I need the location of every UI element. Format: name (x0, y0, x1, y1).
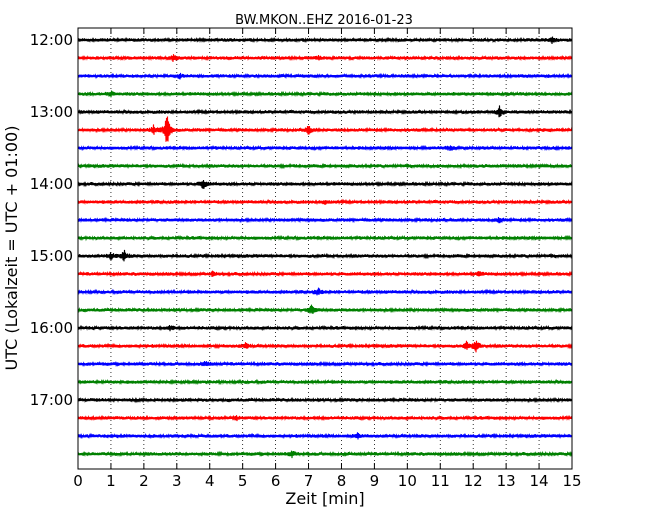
y-tick-label: 12:00 (30, 31, 73, 49)
x-axis-label: Zeit [min] (285, 489, 364, 508)
trace-1530 (77, 287, 573, 296)
trace-1645 (77, 378, 573, 386)
trace-1245 (77, 90, 573, 98)
trace-1445 (77, 234, 573, 242)
x-tick-label: 5 (238, 472, 248, 490)
vertical-grid (110, 28, 540, 469)
y-tick-label: 14:00 (30, 175, 73, 193)
trace-1200 (77, 36, 573, 45)
x-axis-ticks: 0 1 2 3 4 5 6 7 8 9 10 11 12 13 14 15 (73, 28, 582, 490)
trace-1615 (77, 340, 573, 353)
trace-1415 (77, 198, 573, 206)
trace-1545 (77, 304, 573, 314)
x-tick-label: 9 (370, 472, 380, 490)
y-axis-ticks: 12:00 13:00 14:00 15:00 16:00 17:00 (30, 31, 572, 409)
x-tick-label: 3 (172, 472, 182, 490)
trace-1745 (77, 450, 573, 459)
trace-1630 (77, 360, 573, 368)
x-tick-label: 6 (271, 472, 281, 490)
chart-title: BW.MKON..EHZ 2016-01-23 (235, 13, 413, 28)
x-tick-label: 2 (139, 472, 149, 490)
trace-1700 (77, 396, 573, 404)
trace-1315 (77, 116, 573, 142)
trace-1400 (77, 179, 573, 189)
plot-frame (77, 27, 573, 470)
x-tick-label: 10 (398, 472, 417, 490)
x-tick-label: 4 (205, 472, 215, 490)
x-tick-label: 7 (304, 472, 314, 490)
trace-1500 (77, 249, 573, 262)
y-tick-label: 17:00 (30, 391, 73, 409)
trace-1230 (77, 72, 573, 80)
y-axis-label: UTC (Lokalzeit = UTC + 01:00) (2, 126, 21, 371)
x-tick-label: 14 (530, 472, 549, 490)
x-tick-label: 8 (337, 472, 347, 490)
x-tick-label: 12 (464, 472, 483, 490)
seismic-traces (77, 36, 573, 459)
trace-1300 (77, 105, 573, 118)
x-tick-label: 1 (106, 472, 116, 490)
trace-1430 (77, 216, 573, 224)
x-tick-label: 15 (562, 472, 581, 490)
trace-1715 (77, 414, 573, 422)
trace-1515 (77, 270, 573, 278)
trace-1730 (77, 432, 573, 440)
y-tick-label: 13:00 (30, 103, 73, 121)
y-tick-label: 15:00 (30, 247, 73, 265)
trace-1600 (77, 324, 573, 332)
trace-1345 (77, 162, 573, 170)
y-tick-label: 16:00 (30, 319, 73, 337)
x-tick-label: 13 (497, 472, 516, 490)
x-tick-label: 0 (73, 472, 83, 490)
trace-1215 (77, 54, 573, 62)
trace-1330 (77, 144, 573, 152)
x-tick-label: 11 (431, 472, 450, 490)
